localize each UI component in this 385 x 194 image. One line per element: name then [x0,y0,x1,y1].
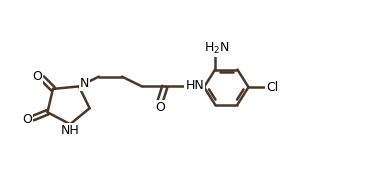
Text: O: O [22,113,32,126]
Text: HN: HN [186,79,204,92]
Text: N: N [80,77,89,90]
Text: H$_2$N: H$_2$N [204,41,229,56]
Text: O: O [32,70,42,83]
Text: Cl: Cl [266,81,278,94]
Text: NH: NH [61,124,80,137]
Text: O: O [155,100,165,113]
